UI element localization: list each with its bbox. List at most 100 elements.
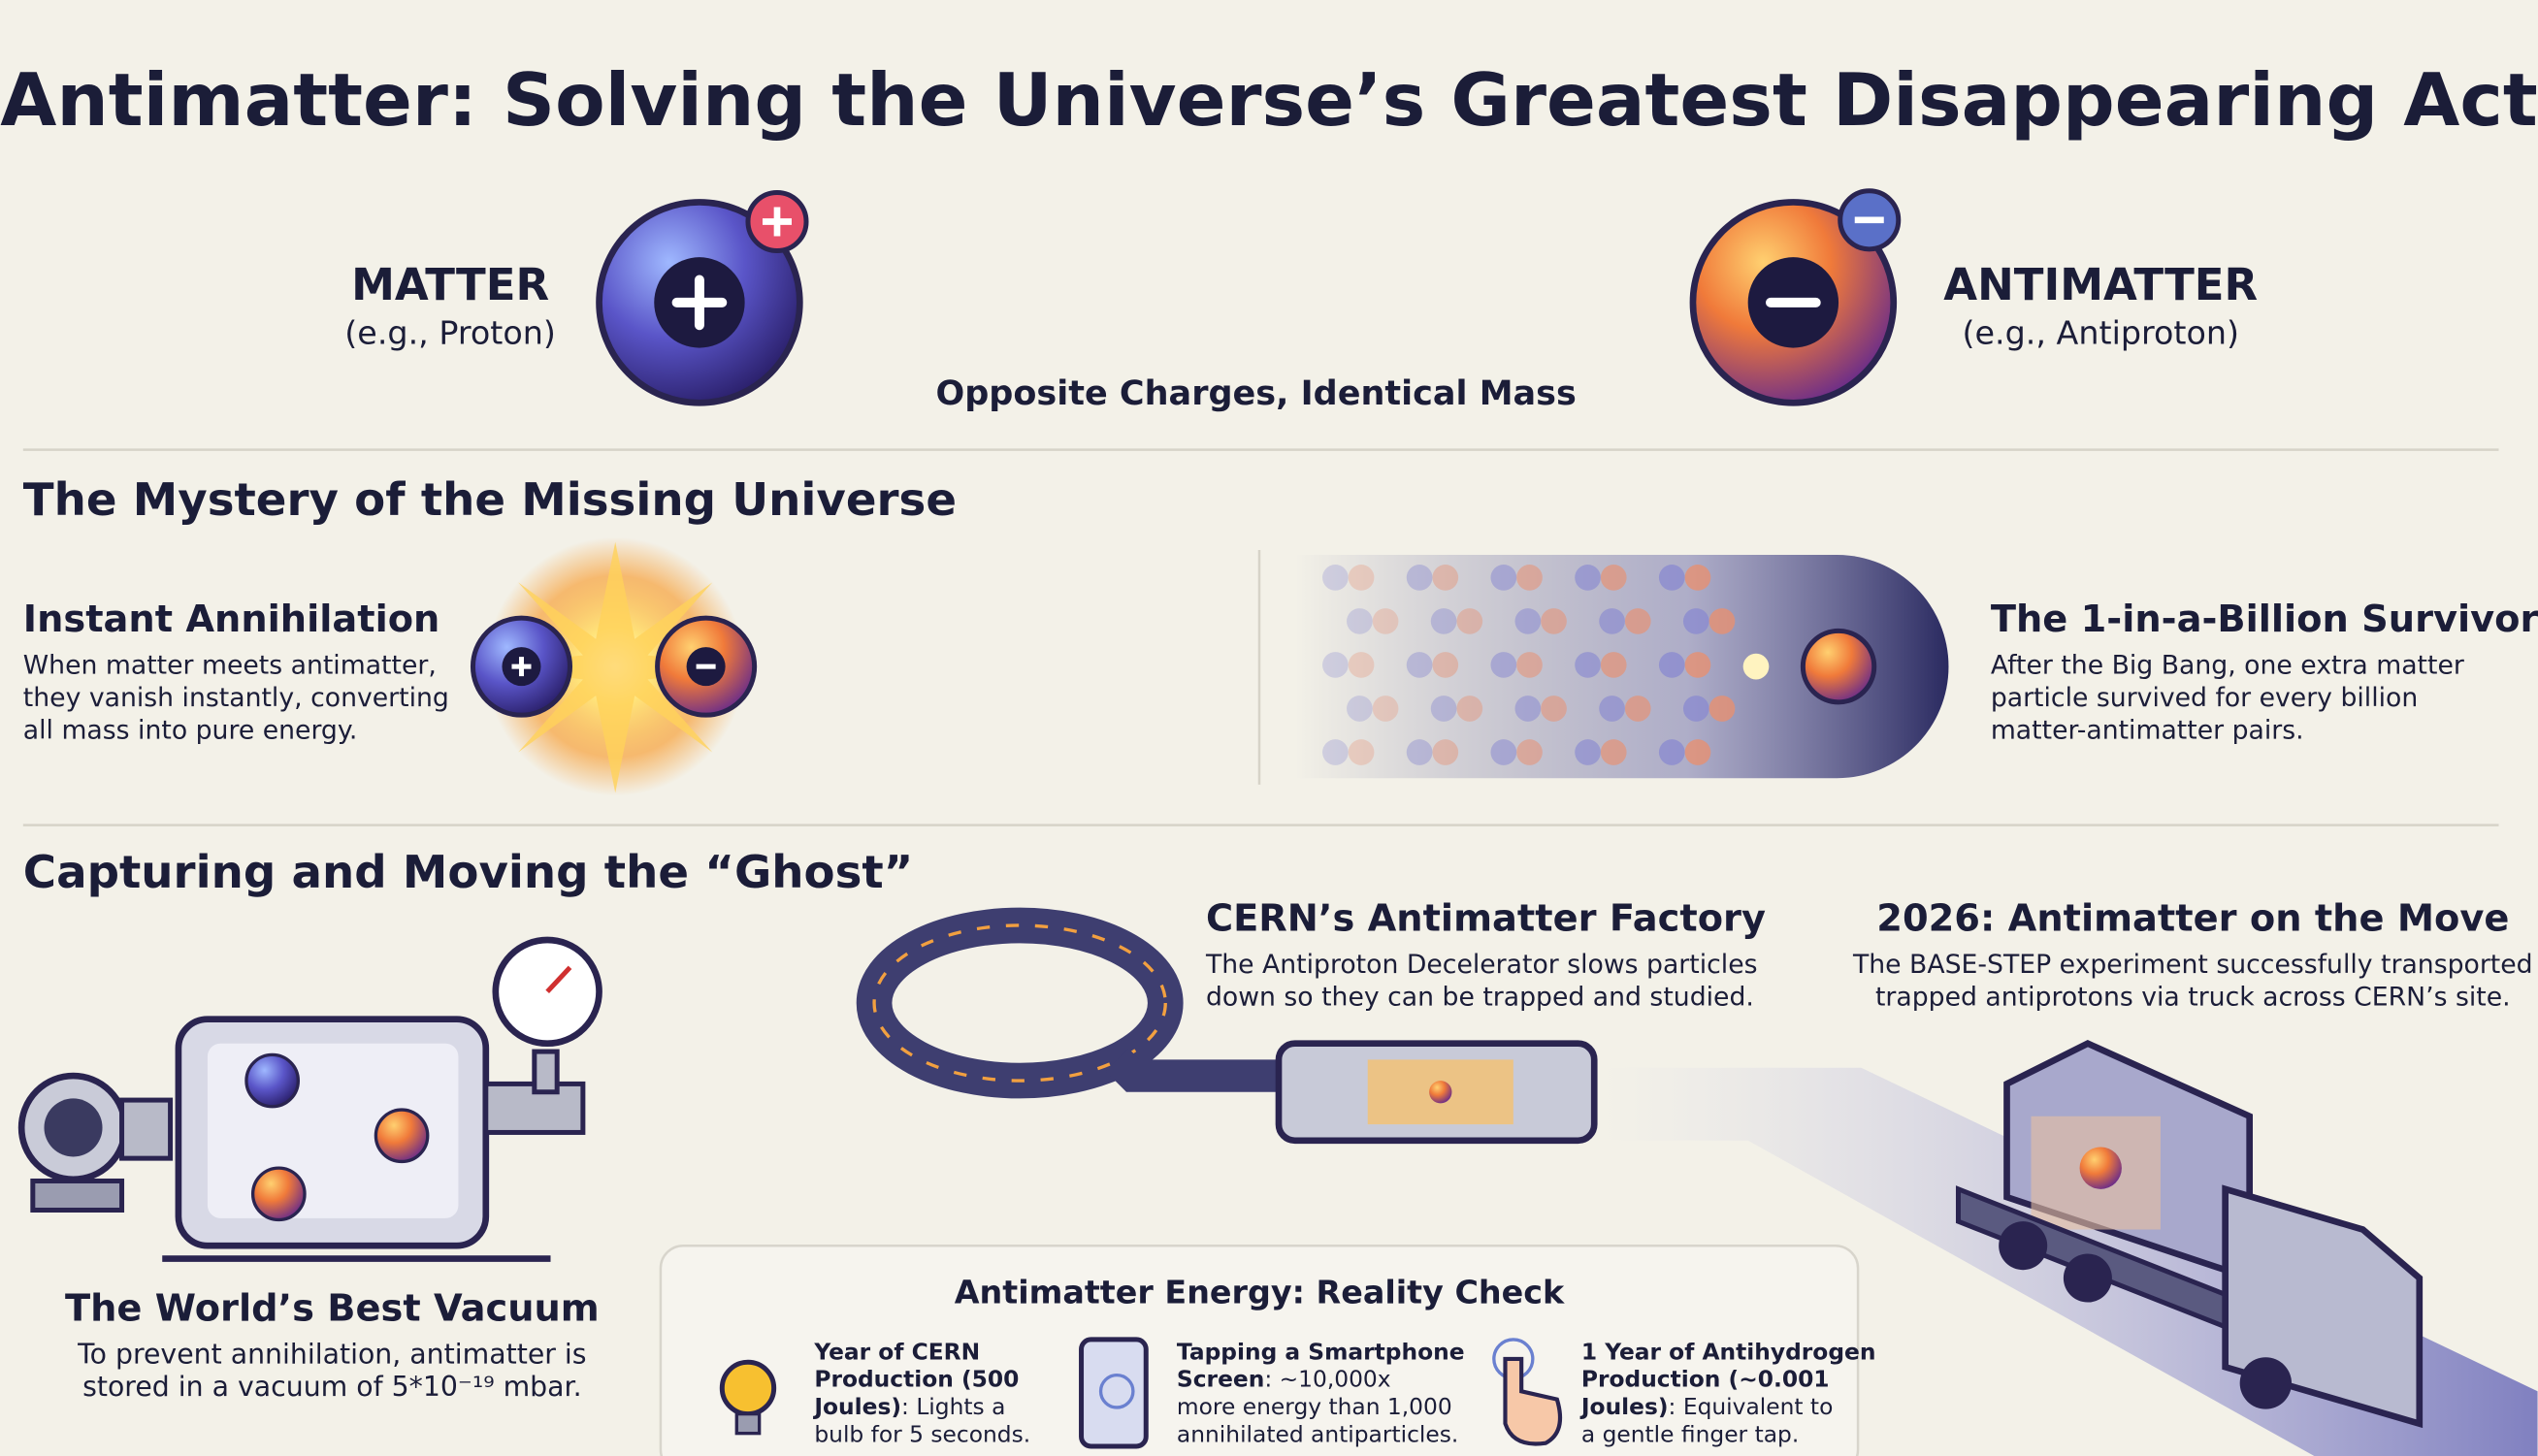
section-title: The Mystery of the Missing Universe xyxy=(23,474,957,527)
antimatter-example: (e.g., Antiproton) xyxy=(1962,314,2239,352)
particle xyxy=(1624,608,1651,634)
transport-title: 2026: Antimatter on the Move xyxy=(1876,896,2509,940)
factory-title: CERN’s Antimatter Factory xyxy=(1206,896,1766,940)
icon-finger xyxy=(1492,1338,1562,1446)
text-line: trapped antiprotons via truck across CER… xyxy=(1875,983,2511,1013)
item-line: Joules): Lights a xyxy=(812,1392,1005,1419)
vacuum-title: The World’s Best Vacuum xyxy=(65,1286,600,1330)
text-line: down so they can be trapped and studied. xyxy=(1206,983,1754,1013)
matter-sphere xyxy=(596,189,809,406)
particle xyxy=(1490,565,1517,591)
particle xyxy=(1456,608,1483,634)
text-line: The BASE-STEP experiment successfully tr… xyxy=(1852,950,2533,980)
annihilation-title: Instant Annihilation xyxy=(23,598,440,641)
particle xyxy=(1575,652,1601,678)
item-text: Joules) xyxy=(1579,1392,1669,1419)
particle xyxy=(1432,565,1459,591)
particle xyxy=(1322,739,1349,765)
item-text: 1 Year of Antihydrogen xyxy=(1581,1338,1876,1365)
item-line: Screen: ~10,000x xyxy=(1177,1365,1391,1392)
item-text: a gentle finger tap. xyxy=(1581,1420,1799,1447)
particle xyxy=(1708,608,1736,634)
item-line: 1 Year of Antihydrogen xyxy=(1581,1338,1876,1365)
text-line: particle survived for every billion xyxy=(1991,683,2418,713)
survivor-text: After the Big Bang, one extra matterpart… xyxy=(1991,651,2464,746)
item-text: Production (500 xyxy=(814,1365,1019,1392)
particle xyxy=(1432,652,1459,678)
reality-title: Antimatter Energy: Reality Check xyxy=(955,1274,1565,1311)
text-line: After the Big Bang, one extra matter xyxy=(1991,651,2464,681)
particle xyxy=(1514,696,1542,722)
annihilation-text: When matter meets antimatter,they vanish… xyxy=(23,651,449,746)
particle xyxy=(1575,739,1601,765)
item-text: Tapping a Smartphone xyxy=(1177,1338,1465,1365)
icon-phone xyxy=(1079,1337,1149,1449)
particle xyxy=(1347,608,1373,634)
particle xyxy=(1541,696,1567,722)
particle xyxy=(1490,652,1517,678)
text-line: they vanish instantly, converting xyxy=(23,683,449,713)
particle xyxy=(1684,565,1711,591)
particle xyxy=(1600,652,1627,678)
factory-text: The Antiproton Decelerator slows particl… xyxy=(1205,950,1758,1012)
title: Antimatter: Solving the Universe’s Great… xyxy=(0,57,2537,143)
particle xyxy=(1600,739,1627,765)
particle xyxy=(1432,739,1459,765)
item-line: bulb for 5 seconds. xyxy=(814,1420,1030,1447)
item-text: Screen xyxy=(1177,1365,1264,1392)
particle xyxy=(1600,565,1627,591)
item-line: Production (~0.001 xyxy=(1581,1365,1830,1392)
item-line: annihilated antiparticles. xyxy=(1177,1420,1458,1447)
particle xyxy=(1322,652,1349,678)
matter-example: (e.g., Proton) xyxy=(344,314,556,352)
particle xyxy=(1624,696,1651,722)
particle xyxy=(1708,696,1736,722)
particle xyxy=(1456,696,1483,722)
particle xyxy=(1516,565,1543,591)
particle xyxy=(1599,696,1625,722)
text-line: The Antiproton Decelerator slows particl… xyxy=(1205,950,1758,980)
item-text: Joules) xyxy=(812,1392,901,1419)
comparison-caption: Opposite Charges, Identical Mass xyxy=(935,373,1576,413)
vacuum-text: To prevent annihilation, antimatter isst… xyxy=(77,1339,586,1403)
text-line: To prevent annihilation, antimatter is xyxy=(77,1339,586,1371)
particle xyxy=(1575,565,1601,591)
item-text: Production (~0.001 xyxy=(1581,1365,1830,1392)
item-text: more energy than 1,000 xyxy=(1177,1392,1452,1419)
particle xyxy=(1430,696,1457,722)
particle xyxy=(1516,652,1543,678)
particle xyxy=(1682,696,1709,722)
particle-trail xyxy=(1294,555,1949,779)
text-line: all mass into pure energy. xyxy=(23,715,358,745)
item-text: : ~10,000x xyxy=(1264,1365,1390,1392)
item-text: bulb for 5 seconds. xyxy=(814,1420,1030,1447)
particle xyxy=(1658,652,1685,678)
item-text: annihilated antiparticles. xyxy=(1177,1420,1458,1447)
particle xyxy=(1406,739,1433,765)
particle xyxy=(1658,739,1685,765)
particle xyxy=(1372,696,1399,722)
vacuum-machine xyxy=(17,936,602,1262)
particle xyxy=(1490,739,1517,765)
item-line: more energy than 1,000 xyxy=(1177,1392,1452,1419)
explosion xyxy=(470,536,758,796)
particle xyxy=(1406,652,1433,678)
particle xyxy=(1348,652,1375,678)
particle xyxy=(1348,739,1375,765)
text-line: stored in a vacuum of 5*10⁻¹⁹ mbar. xyxy=(82,1371,582,1403)
particle xyxy=(1599,608,1625,634)
item-line: Joules): Equivalent to xyxy=(1579,1392,1833,1419)
section-title: Capturing and Moving the “Ghost” xyxy=(23,847,914,899)
item-line: Production (500 xyxy=(814,1365,1019,1392)
particle xyxy=(1541,608,1567,634)
particle xyxy=(1406,565,1433,591)
text-line: matter-antimatter pairs. xyxy=(1991,715,2304,745)
antimatter-sphere xyxy=(1689,188,1902,406)
antimatter-label: ANTIMATTER xyxy=(1943,259,2258,310)
particle xyxy=(1684,739,1711,765)
particle xyxy=(1430,608,1457,634)
item-line: Tapping a Smartphone xyxy=(1177,1338,1465,1365)
